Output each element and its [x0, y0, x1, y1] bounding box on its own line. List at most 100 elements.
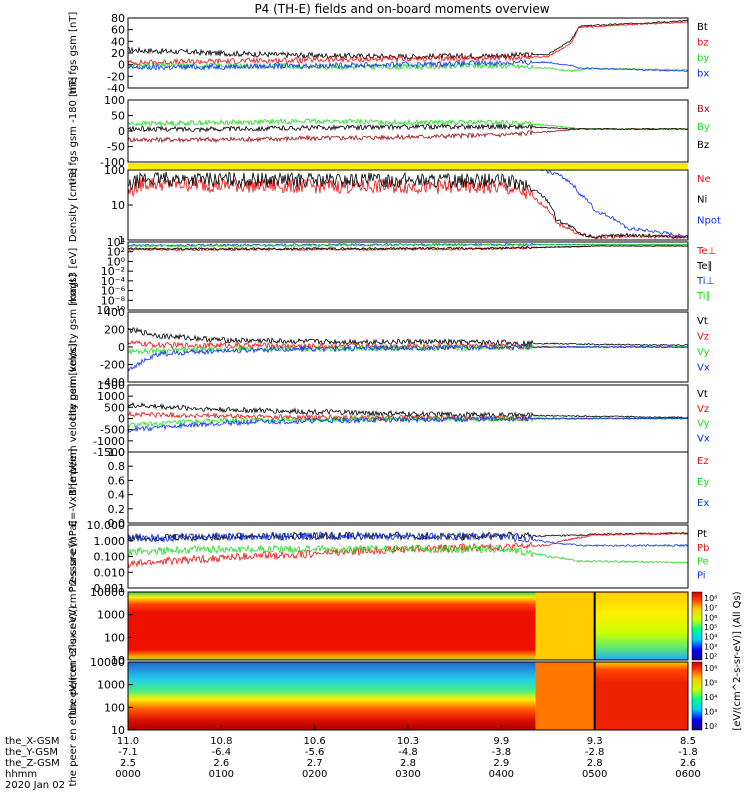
ytick-label-peer-eflux-3: 100	[104, 701, 125, 714]
legend-peim-velocity-2: Vz	[697, 332, 709, 343]
xtick-label-4-1: 10.3	[397, 736, 419, 747]
xaxis-row-label-1: the_X-GSM	[5, 736, 59, 747]
xtick-label-6-3: 2.8	[587, 758, 603, 769]
legend-density-1: Ne	[697, 174, 711, 185]
series-line-peim-velocity-4	[127, 343, 689, 372]
xtick-label-1-2: -7.1	[118, 747, 138, 758]
ytick-label-fgs-2: 60	[111, 24, 125, 37]
plot-title: P4 (TH-E) fields and on-board moments ov…	[254, 2, 549, 16]
ytick-label-temperature-2: 10²	[107, 246, 125, 259]
legend-temperature-2: Te∥	[696, 261, 713, 272]
colorbar-tick-2-4: 10³	[704, 708, 717, 717]
series-line-density-3	[540, 169, 689, 239]
colorbar-tick-1-5: 10⁴	[704, 633, 717, 642]
xtick-label-1-4: 0000	[115, 769, 140, 780]
legend-fgs-180-1: Bx	[697, 104, 710, 115]
colorbar-tick-1-2: 10⁷	[704, 604, 717, 613]
ytick-label-peim-velocity-2: 200	[104, 324, 125, 337]
xtick-label-3-2: -5.6	[305, 747, 325, 758]
colorbar-tick-2-3: 10⁴	[704, 693, 717, 702]
ylabel-pressure: Pressure [nPa]	[68, 521, 79, 593]
series-line-fgs-180-1	[127, 127, 689, 144]
series-line-pressure-3	[127, 543, 689, 564]
panel-frame-efield	[127, 451, 689, 524]
legend-pressure-4: Pi	[697, 570, 706, 581]
series-line-density-1	[127, 176, 689, 240]
legend-density-2: Ni	[697, 195, 707, 206]
xaxis-row-label-2: the_Y-GSM	[5, 747, 58, 758]
legend-efield-2: Ey	[697, 477, 709, 488]
xtick-label-7-4: 0600	[675, 769, 700, 780]
ytick-label-efield-5: 0.2	[108, 503, 126, 516]
legend-peim-velocity-4: Vx	[697, 363, 710, 374]
colorbar-tick-1-7: 10²	[704, 652, 717, 661]
ytick-label-efield-2: 0.8	[108, 460, 126, 473]
ytick-label-fgs-180-4: -50	[107, 141, 125, 154]
ylabel-peim-velocity: the peim velocity gsm [km/s]	[68, 274, 79, 421]
series-line-fgs-180-3	[127, 123, 689, 133]
electron-spectrogram-body	[128, 662, 536, 730]
legend-peem-velocity-3: Vy	[697, 419, 710, 430]
ylabel-fgs-180: the fgs gsm -180 [nT]	[68, 77, 79, 186]
ytick-label-peir-eflux-2: 1000	[97, 609, 125, 622]
xtick-label-5-2: -3.8	[492, 747, 512, 758]
xtick-label-2-4: 0100	[209, 769, 234, 780]
xtick-label-6-4: 0500	[582, 769, 607, 780]
colorbar-label: [eV/(cm^2-s-sr-eV)] (All Qs)	[732, 591, 743, 730]
ytick-label-fgs-180-3: 0	[118, 125, 125, 138]
xtick-label-4-4: 0300	[395, 769, 420, 780]
xtick-label-3-4: 0200	[302, 769, 327, 780]
series-line-density-2	[127, 171, 689, 240]
legend-density-3: Npot	[697, 215, 721, 226]
ytick-label-efield-6: 0.0	[108, 517, 126, 530]
colorbar-tick-1-4: 10⁵	[704, 623, 717, 632]
legend-efield-1: Ez	[697, 456, 709, 467]
series-line-fgs-1	[127, 19, 689, 61]
ytick-label-peer-eflux-1: 10000	[90, 656, 125, 669]
ylabel-peir-eflux: the peir en eflux eV/(cm^2-s-sr-eV)	[68, 537, 79, 715]
xtick-label-3-1: 10.6	[304, 736, 326, 747]
legend-temperature-1: Te⊥	[696, 246, 716, 257]
ytick-label-efield-3: 0.6	[108, 474, 126, 487]
ytick-label-temperature-6: 10⁻⁶	[101, 285, 126, 298]
legend-fgs-180-2: By	[697, 122, 710, 133]
panel-density: 100 10 1 Density [cm-3] Ne Ni Npot	[68, 164, 721, 247]
ion-spectrogram-body	[128, 592, 536, 660]
legend-fgs-2: bz	[697, 38, 709, 49]
ytick-label-pressure-5: 0.001	[94, 582, 126, 595]
ytick-label-peir-eflux-3: 100	[104, 631, 125, 644]
ytick-label-temperature-3: 10⁰	[107, 255, 126, 268]
xtick-label-2-1: 10.8	[210, 736, 232, 747]
colorbar-1	[691, 591, 703, 661]
ytick-label-peem-velocity-2: 1000	[97, 390, 125, 403]
ion-spectrogram-transition	[535, 592, 595, 660]
ytick-label-peem-velocity-1: 1500	[97, 379, 125, 392]
ylabel-peem-velocity: the peem velocity gsm [km/s]	[68, 344, 79, 494]
ytick-label-density-1: 100	[104, 164, 125, 177]
xtick-label-7-1: 8.5	[680, 736, 696, 747]
ylabel-density: Density [cm-3]	[68, 168, 79, 242]
xtick-label-3-3: 2.7	[307, 758, 323, 769]
ytick-label-pressure-4: 0.010	[94, 566, 126, 579]
ytick-label-fgs-180-5: -100	[100, 156, 125, 169]
ytick-label-fgs-1: 80	[111, 12, 125, 25]
xaxis-row-label-4: hhmm	[5, 769, 37, 780]
electron-spectrogram-transition	[535, 662, 595, 730]
xtick-label-4-3: 2.8	[400, 758, 416, 769]
ytick-label-peir-eflux-1: 10000	[90, 586, 125, 599]
ytick-label-temperature-7: 10⁻⁸	[101, 294, 126, 307]
legend-peim-velocity-1: Vt	[697, 316, 708, 327]
ytick-label-density-2: 10	[111, 199, 125, 212]
legend-fgs-180-3: Bz	[697, 140, 709, 151]
series-line-peim-velocity-1	[127, 327, 689, 348]
ytick-label-fgs-7: -40	[107, 82, 125, 95]
ytick-label-temperature-8: 10⁻¹⁰	[96, 304, 125, 317]
series-line-pressure-4	[127, 531, 689, 548]
xaxis-row-label-3: the_Z-GSM	[5, 758, 60, 769]
colorbar-tick-1-3: 10⁶	[704, 613, 717, 622]
ytick-label-peem-velocity-7: -1500	[93, 446, 125, 459]
panel-pressure: 10.000 1.000 0.100 0.010 0.001 Pressure [nPa]…	[68, 519, 709, 595]
xtick-label-6-2: -2.8	[585, 747, 605, 758]
